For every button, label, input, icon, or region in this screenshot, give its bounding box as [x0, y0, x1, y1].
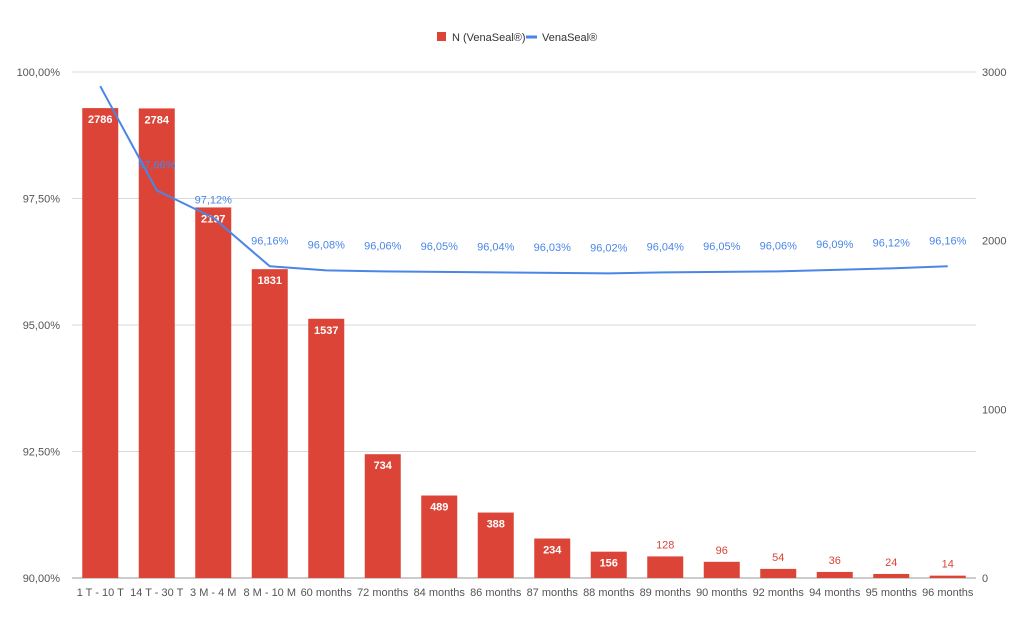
bar	[816, 571, 853, 578]
x-axis: 1 T - 10 T 14 T - 30 T 3 M - 4 M 8 M - 10 M…	[77, 587, 974, 599]
x-tick-label: 86 months	[470, 587, 522, 599]
line-value-label: 96,02%	[590, 242, 628, 254]
left-tick-label: 90,00%	[23, 573, 61, 585]
x-tick-label: 14 T - 30 T	[130, 587, 183, 599]
bar	[195, 207, 232, 578]
line-value-label: 96,04%	[647, 241, 685, 253]
series-line	[99, 85, 948, 275]
line-value-label: 96,05%	[703, 241, 741, 253]
x-tick-label: 92 months	[753, 587, 805, 599]
left-tick-label: 100,00%	[17, 67, 61, 79]
x-tick-label: 1 T - 10 T	[77, 587, 124, 599]
bar-value-label: 234	[543, 545, 562, 557]
line-value-label: 96,16%	[929, 235, 967, 247]
line-series	[99, 85, 948, 275]
line-value-label: 96,04%	[477, 241, 515, 253]
line-value-label: 96,09%	[816, 239, 854, 251]
x-tick-label: 89 months	[640, 587, 692, 599]
legend-label-line: VenaSeal®	[542, 32, 597, 44]
bar-series	[82, 108, 966, 578]
bar	[308, 318, 345, 578]
bar-value-label: 734	[374, 460, 393, 472]
bar	[873, 573, 910, 578]
line-value-label: 96,06%	[760, 240, 798, 252]
bar-value-label: 2197	[201, 213, 225, 225]
right-tick-label: 2000	[982, 236, 1006, 248]
line-value-label: 97,12%	[195, 195, 233, 207]
right-tick-label: 3000	[982, 67, 1006, 79]
bar-value-label: 489	[430, 502, 448, 514]
bar	[703, 561, 740, 578]
bar	[647, 556, 684, 578]
line-value-label: 96,03%	[534, 242, 572, 254]
x-tick-label: 8 M - 10 M	[243, 587, 296, 599]
x-tick-label: 72 months	[357, 587, 409, 599]
x-tick-label: 90 months	[696, 587, 748, 599]
x-tick-label: 84 months	[414, 587, 466, 599]
line-value-label: 96,12%	[873, 237, 911, 249]
bar-value-label: 156	[600, 558, 618, 570]
line-value-label: 97,66%	[138, 159, 176, 171]
bar	[760, 568, 797, 578]
line-value-label: 96,08%	[308, 239, 346, 251]
left-axis: 90,00% 92,50% 95,00% 97,50% 100,00%	[17, 67, 61, 585]
bar-value-label: 2784	[145, 114, 170, 126]
bar	[251, 269, 288, 578]
line-labels: 97,66% 97,12% 96,16% 96,08% 96,06% 96,05% 96,0…	[138, 159, 967, 254]
bar-value-label: 388	[487, 519, 505, 531]
bar-value-label: 1831	[258, 275, 282, 287]
legend-label-bar: N (VenaSeal®)	[452, 32, 526, 44]
legend: N (VenaSeal®) VenaSeal®	[437, 32, 597, 44]
right-tick-label: 0	[982, 573, 988, 585]
x-tick-label: 88 months	[583, 587, 635, 599]
right-axis: 0 1000 2000 3000	[982, 67, 1006, 585]
bar-value-label: 128	[656, 539, 674, 551]
left-tick-label: 97,50%	[23, 194, 61, 206]
bar	[82, 108, 119, 578]
x-tick-label: 60 months	[301, 587, 353, 599]
bar	[534, 538, 571, 578]
line-value-label: 96,16%	[251, 235, 289, 247]
left-tick-label: 95,00%	[23, 320, 61, 332]
x-tick-label: 3 M - 4 M	[190, 587, 236, 599]
bar	[138, 108, 175, 578]
bar	[929, 575, 966, 578]
bar	[590, 551, 627, 578]
bar-value-label: 14	[942, 559, 954, 571]
bar	[364, 454, 401, 578]
x-tick-label: 96 months	[922, 587, 974, 599]
bar	[421, 495, 458, 578]
right-tick-label: 1000	[982, 404, 1006, 416]
line-value-label: 96,05%	[421, 241, 459, 253]
legend-swatch-bar	[437, 32, 446, 41]
left-tick-label: 92,50%	[23, 447, 61, 459]
x-tick-label: 94 months	[809, 587, 861, 599]
bar-value-label: 54	[772, 552, 784, 564]
bar-labels: 2786 2784 2197 1831 1537 734 489 388 234 156 128 96…	[88, 114, 954, 571]
x-tick-label: 87 months	[527, 587, 579, 599]
bar-value-label: 36	[829, 555, 841, 567]
bar-value-label: 24	[885, 557, 897, 569]
bar	[477, 512, 514, 578]
bar-value-label: 96	[716, 545, 728, 557]
bar-value-label: 1537	[314, 325, 338, 337]
bar-value-label: 2786	[88, 114, 112, 126]
line-value-label: 96,06%	[364, 240, 402, 252]
x-tick-label: 95 months	[866, 587, 918, 599]
